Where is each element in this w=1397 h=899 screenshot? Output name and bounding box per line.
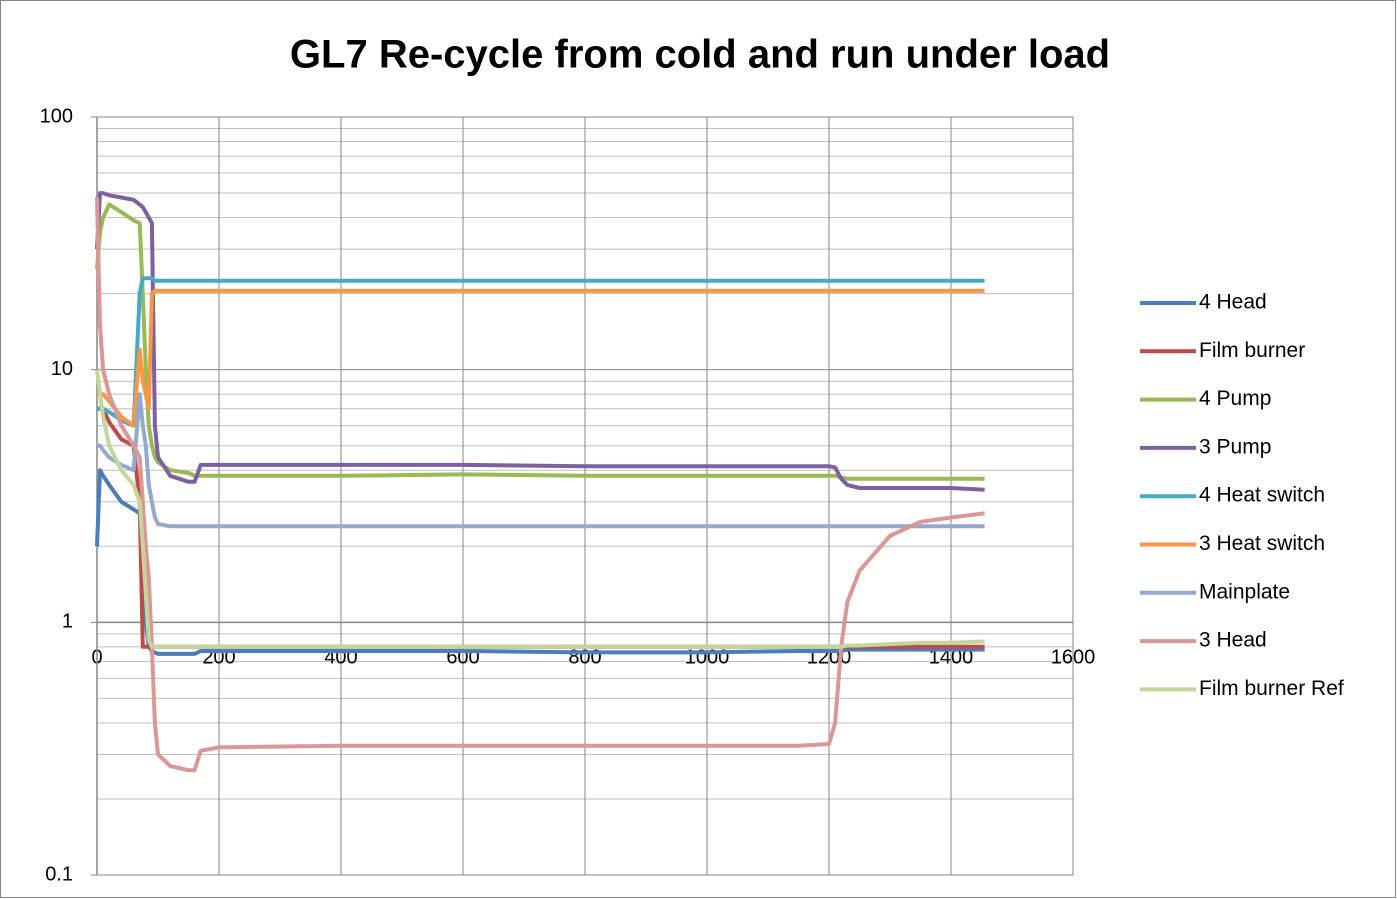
chart-title: GL7 Re-cycle from cold and run under loa… bbox=[290, 33, 1110, 77]
legend-label: 3 Pump bbox=[1199, 435, 1271, 458]
x-tick-label: 1400 bbox=[929, 647, 974, 669]
y-tick-label: 100 bbox=[40, 105, 73, 127]
series-line bbox=[95, 191, 985, 492]
series-line bbox=[97, 288, 985, 428]
series-line bbox=[95, 468, 985, 656]
x-tick-label: 1000 bbox=[685, 647, 730, 669]
legend-label: 4 Heat switch bbox=[1199, 484, 1325, 507]
series-line bbox=[95, 197, 985, 773]
y-tick-label: 1 bbox=[62, 611, 73, 633]
legend-label: 3 Head bbox=[1199, 629, 1267, 652]
legend-label: 4 Head bbox=[1199, 291, 1267, 314]
legend-label: 3 Heat switch bbox=[1199, 532, 1325, 555]
legend-label: 4 Pump bbox=[1199, 387, 1271, 410]
x-tick-label: 1600 bbox=[1051, 647, 1096, 669]
x-tick-label: 800 bbox=[568, 647, 601, 669]
legend-label: Mainplate bbox=[1199, 580, 1290, 603]
y-tick-label: 0.1 bbox=[45, 863, 73, 885]
legend-label: Film burner Ref bbox=[1199, 677, 1344, 700]
series-line bbox=[95, 369, 985, 649]
y-tick-label: 10 bbox=[51, 358, 73, 380]
legend-label: Film burner bbox=[1199, 339, 1305, 362]
series-line bbox=[97, 392, 985, 529]
